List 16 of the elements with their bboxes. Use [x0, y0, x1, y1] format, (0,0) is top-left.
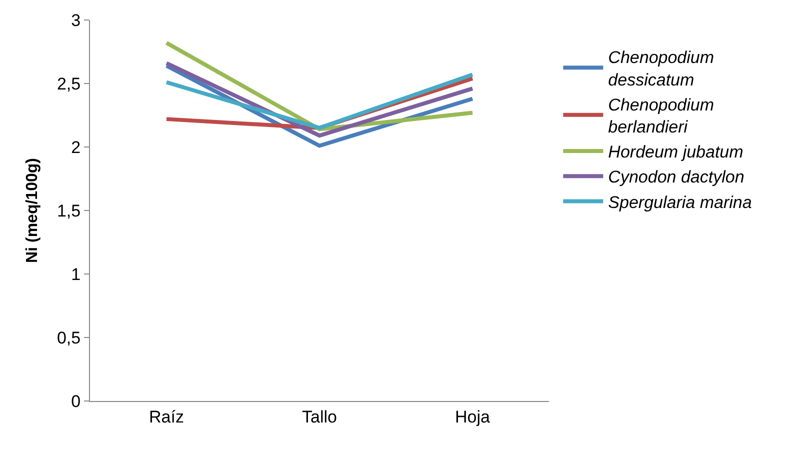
legend-label: Hordeum jubatum	[608, 142, 744, 162]
y-axis-title: Ni (meq/100g)	[24, 158, 41, 263]
y-tick-label: 3	[71, 10, 81, 30]
x-tick-label: Tallo	[302, 407, 337, 426]
legend-label: Chenopodium dessicatum	[608, 48, 714, 90]
y-tick-label: 2,5	[56, 74, 81, 94]
y-tick-label: 0	[71, 392, 81, 411]
legend-label: Chenopodium berlandieri	[608, 95, 714, 137]
y-tick-label: 2	[71, 138, 81, 157]
legend-label: Spergularia marina	[608, 192, 752, 212]
x-tick-label: Hoja	[455, 407, 491, 426]
legend-label: Cynodon dactylon	[608, 168, 744, 187]
y-tick-label: 0,5	[56, 328, 81, 348]
x-tick-label: Raíz	[149, 407, 184, 426]
y-tick-label: 1	[71, 264, 81, 284]
y-tick-label: 1,5	[56, 201, 81, 220]
